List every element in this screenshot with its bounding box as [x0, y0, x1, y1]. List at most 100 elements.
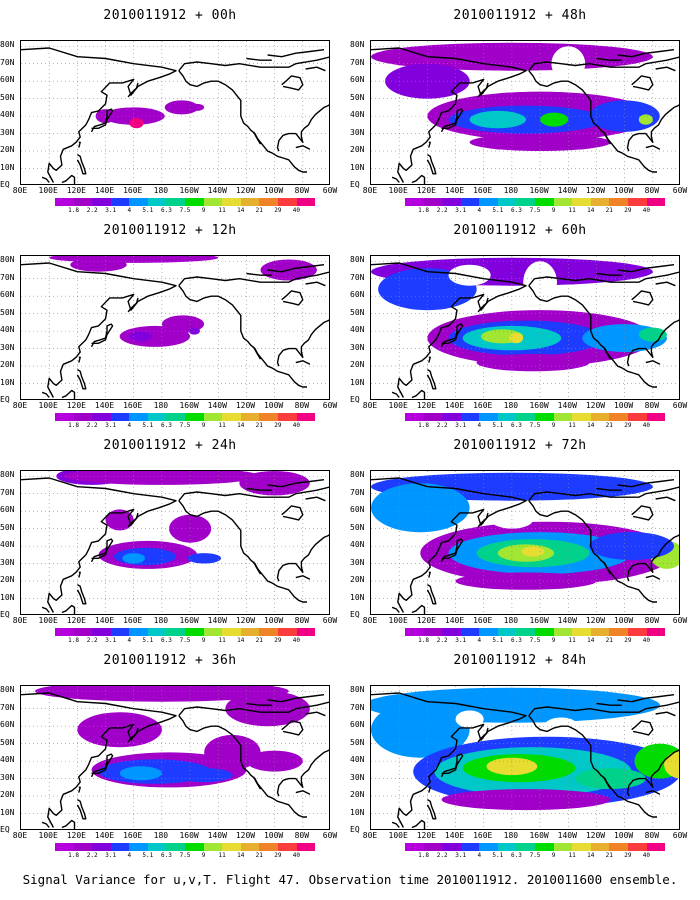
coastline [178, 486, 329, 502]
x-tick-label: 140W [207, 401, 227, 410]
variance-contour [35, 686, 289, 702]
coastline [411, 604, 426, 614]
colorbar-swatch [73, 843, 93, 851]
colorbar-swatch [609, 198, 628, 206]
coastline [90, 108, 114, 133]
coastline [281, 290, 304, 306]
colorbar-label: 21 [605, 637, 613, 644]
colorbar-label: 29 [274, 207, 282, 214]
x-tick-label: 140E [444, 831, 465, 840]
y-tick-label: 40N [350, 110, 365, 120]
coastline [267, 694, 325, 703]
y-tick-label: 80N [0, 685, 15, 695]
colorbar-label: 9 [201, 207, 206, 214]
colorbar-swatch [479, 413, 498, 421]
colorbar-label: 9 [551, 422, 556, 429]
y-tick-label: 60N [0, 505, 15, 515]
y-tick-label: 20N [350, 575, 365, 585]
colorbar-swatch [442, 628, 461, 636]
y-tick-label: 10N [0, 807, 15, 817]
y-tick-label: EQ [0, 180, 10, 189]
colorbar-label: 29 [274, 852, 282, 859]
colorbar-label: 3.1 [455, 422, 467, 429]
colorbar-label: 1.8 [68, 422, 79, 429]
variance-map [370, 685, 680, 830]
colorbar-label: 9 [551, 852, 556, 859]
x-tick-label: 180 [503, 186, 519, 195]
colorbar-label: 4 [477, 207, 482, 214]
colorbar-label: 14 [237, 852, 245, 859]
colorbar-labels: 1.8 2.2 3.1 4 5.1 6.3 7.5 9 11 14 21 29 40 [405, 637, 665, 645]
coastline [411, 389, 426, 399]
variance-map [20, 470, 330, 615]
variance-contour [122, 553, 145, 564]
coastline [295, 360, 311, 365]
colorbar-label: 3.1 [105, 422, 117, 429]
colorbar-swatch [553, 198, 573, 206]
colorbar-label: 9 [201, 422, 206, 429]
coastline [267, 479, 325, 488]
x-tick-label: 80E [362, 831, 378, 840]
coastline [276, 104, 329, 152]
y-tick-label: 70N [0, 487, 15, 497]
y-tick-label: 70N [350, 57, 365, 67]
colorbar-swatch [259, 843, 278, 851]
x-tick-label: 160W [529, 401, 549, 410]
y-tick-label: 40N [350, 540, 365, 550]
panel-title: 2010011912 + 36h [103, 653, 237, 668]
coastline [90, 753, 114, 778]
variance-contour [455, 572, 597, 590]
coastline [21, 477, 177, 613]
colorbar-label: 11 [218, 852, 226, 859]
y-tick-label: 10N [350, 592, 365, 602]
colorbar-label: 4 [477, 637, 482, 644]
variance-contour [638, 114, 653, 125]
colorbar-swatch [572, 198, 591, 206]
colorbar-label: 7.5 [529, 422, 541, 429]
variance-map [20, 255, 330, 400]
x-tick-label: 120W [235, 186, 256, 195]
colorbar-labels: 1.8 2.2 3.1 4 5.1 6.3 7.5 9 11 14 21 29 40 [405, 207, 665, 215]
map-canvas [21, 471, 329, 614]
colorbar-label: 1.8 [418, 207, 429, 214]
coastline [477, 297, 489, 313]
x-tick-label: 140E [444, 186, 465, 195]
colorbar-label: 40 [292, 422, 301, 429]
x-tick-label: 100E [38, 186, 58, 195]
coastline [428, 356, 431, 363]
x-tick-label: 60W [672, 186, 688, 195]
colorbar-swatch [405, 628, 424, 636]
y-tick-label: 60N [350, 75, 365, 85]
coastline [528, 70, 657, 173]
low-variance-area [523, 261, 557, 304]
x-tick-label: 80E [362, 616, 378, 625]
x-tick-label: 120W [585, 616, 606, 625]
x-tick-label: 160E [473, 831, 493, 840]
y-tick-label: 60N [0, 290, 15, 300]
coastline [61, 819, 76, 829]
x-tick-label: 140W [557, 616, 577, 625]
x-tick-label: 100E [38, 616, 58, 625]
colorbar-label: 6.3 [511, 637, 522, 644]
map-canvas [371, 686, 679, 829]
colorbar-swatch [240, 628, 260, 636]
colorbar-label: 21 [605, 207, 613, 214]
colorbar-labels: 1.8 2.2 3.1 4 5.1 6.3 7.5 9 11 14 21 29 40 [55, 422, 315, 430]
coastline [178, 271, 329, 287]
coastline [528, 285, 657, 388]
x-tick-label: 100E [38, 831, 58, 840]
colorbar-label: 7.5 [529, 637, 541, 644]
colorbar-swatch [442, 843, 461, 851]
low-variance-area [448, 264, 491, 286]
coastline [645, 145, 661, 150]
colorbar [55, 198, 316, 206]
y-tick-label: EQ [350, 180, 360, 189]
colorbar-label: 6.3 [511, 852, 522, 859]
y-tick-label: 20N [0, 790, 15, 800]
coastline [626, 534, 679, 582]
x-tick-label: 120E [66, 186, 86, 195]
colorbar-label: 29 [624, 637, 632, 644]
colorbar-label: 6.3 [161, 637, 172, 644]
coastline [528, 56, 679, 72]
y-tick-label: 80N [350, 685, 365, 695]
